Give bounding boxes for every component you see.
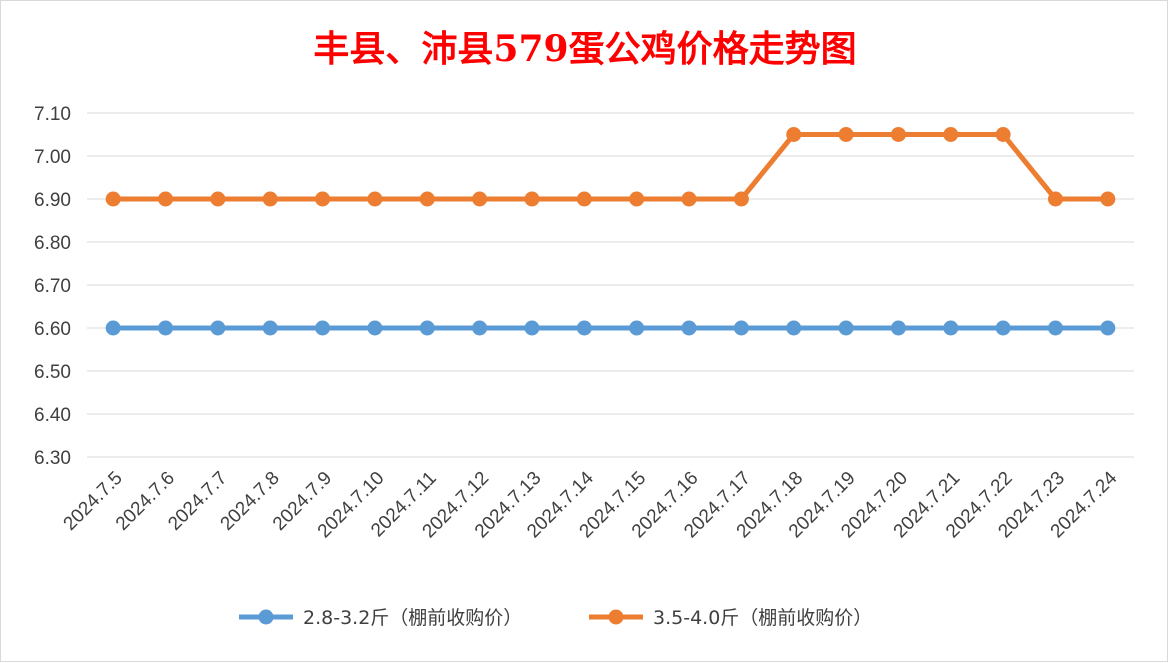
data-point — [995, 320, 1011, 336]
series-1 — [105, 320, 1116, 336]
data-point — [315, 191, 331, 207]
data-point — [367, 320, 383, 336]
data-point — [524, 191, 540, 207]
data-point — [943, 127, 959, 142]
data-point — [472, 191, 488, 207]
data-point — [681, 320, 697, 336]
data-point — [315, 320, 331, 336]
data-point — [105, 191, 121, 207]
data-point — [419, 191, 435, 207]
y-axis: 6.30 6.40 6.50 6.60 6.70 6.80 6.90 7.00 7.10 — [34, 104, 71, 469]
data-point — [890, 127, 906, 142]
data-point — [524, 320, 540, 336]
legend-label: 3.5-4.0斤（棚前收购价） — [653, 607, 872, 629]
data-point — [786, 127, 802, 142]
data-point — [1100, 191, 1116, 207]
legend-item: 2.8-3.2斤（棚前收购价） — [239, 607, 522, 629]
y-tick-label: 6.50 — [34, 362, 71, 383]
data-point — [629, 320, 645, 336]
data-point — [210, 191, 226, 207]
data-point — [262, 191, 278, 207]
data-point — [1100, 320, 1116, 336]
data-point — [943, 320, 959, 336]
data-point — [576, 191, 592, 207]
data-point — [472, 320, 488, 336]
data-point — [838, 127, 854, 142]
data-point — [629, 191, 645, 207]
y-tick-label: 6.60 — [34, 319, 71, 340]
plot-area — [105, 127, 1116, 336]
x-axis: 2024.7.52024.7.62024.7.72024.7.82024.7.9… — [60, 467, 1122, 542]
legend: 2.8-3.2斤（棚前收购价） 3.5-4.0斤（棚前收购价） — [239, 607, 872, 629]
data-point — [262, 320, 278, 336]
y-tick-label: 6.80 — [34, 233, 71, 254]
data-point — [210, 320, 226, 336]
y-tick-label: 6.90 — [34, 190, 71, 211]
y-tick-label: 6.40 — [34, 405, 71, 426]
data-point — [1047, 191, 1063, 207]
data-point — [576, 320, 592, 336]
data-point — [419, 320, 435, 336]
data-point — [1047, 320, 1063, 336]
y-tick-label: 6.30 — [34, 448, 71, 469]
data-point — [105, 320, 121, 336]
data-point — [890, 320, 906, 336]
gridlines — [87, 112, 1134, 458]
data-point — [367, 191, 383, 207]
legend-item: 3.5-4.0斤（棚前收购价） — [589, 607, 872, 629]
data-point — [838, 320, 854, 336]
y-tick-label: 7.10 — [34, 104, 71, 125]
data-point — [733, 320, 749, 336]
data-point — [786, 320, 802, 336]
legend-swatch-marker — [258, 609, 274, 625]
data-point — [995, 127, 1011, 142]
series-2 — [105, 127, 1116, 207]
y-tick-label: 6.70 — [34, 276, 71, 297]
chart-title: 丰县、沛县579蛋公鸡价格走势图 — [313, 28, 856, 70]
legend-label: 2.8-3.2斤（棚前收购价） — [303, 607, 522, 629]
data-point — [733, 191, 749, 207]
legend-swatch-marker — [608, 609, 624, 625]
y-tick-label: 7.00 — [34, 147, 71, 168]
data-point — [158, 191, 174, 207]
data-point — [681, 191, 697, 207]
data-point — [158, 320, 174, 336]
series-line — [110, 132, 1111, 202]
